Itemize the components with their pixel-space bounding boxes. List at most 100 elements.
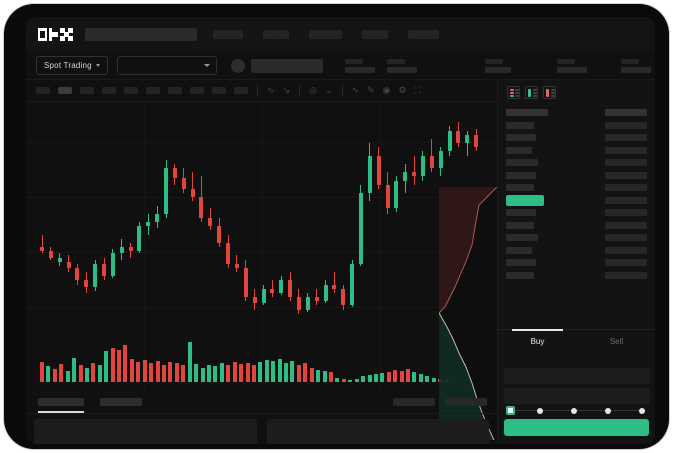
orderbook[interactable] [498, 104, 655, 280]
timeframe-15m[interactable] [80, 87, 94, 94]
chart-type-icon[interactable]: ↘ [282, 85, 291, 95]
orderbook-view-asks-icon[interactable] [543, 86, 556, 99]
pill-export[interactable] [445, 397, 487, 406]
tab-open-orders[interactable] [38, 397, 84, 413]
market-mode-selector[interactable]: Spot Trading [36, 56, 108, 75]
chevron-down-icon [203, 64, 210, 67]
volume-bar [142, 359, 147, 382]
slider-step-50[interactable] [571, 407, 577, 414]
orderbook-bid-row[interactable] [506, 258, 647, 267]
orderbook-view-modes [498, 80, 655, 104]
orderbook-view-both-icon[interactable] [507, 86, 520, 99]
nav-item-markets[interactable] [213, 30, 243, 39]
tab-sell[interactable]: Sell [609, 337, 624, 346]
slider-step-75[interactable] [605, 407, 611, 414]
volume-bar [348, 379, 353, 382]
stat-last-price [344, 58, 375, 73]
slider-step-100[interactable] [639, 407, 645, 414]
orderbook-size [605, 146, 647, 154]
chevron-down-icon [95, 64, 100, 67]
volume-bar [406, 368, 411, 382]
orderbook-size [605, 246, 647, 254]
slider-handle[interactable] [506, 406, 515, 415]
volume-bar [271, 360, 276, 382]
place-buy-order-button[interactable] [504, 419, 649, 436]
orderbook-ask-row[interactable] [506, 121, 647, 130]
settings-chevron-icon[interactable]: ⌄ [324, 85, 333, 95]
drawing-pencil-icon[interactable]: ✎ [367, 85, 375, 95]
volume-bar [52, 368, 57, 382]
timeframe-1d[interactable] [168, 87, 182, 94]
orderbook-ask-row[interactable] [506, 158, 647, 167]
global-search-input[interactable] [85, 28, 197, 41]
volume-bar [322, 370, 327, 382]
price-chart[interactable] [26, 102, 497, 440]
volume-bar [284, 363, 289, 382]
chart-toolbar: ∿ ↘ ◎ ⌄ ∿ ✎ ◉ ⚙ ⛶ [26, 80, 497, 102]
pill-filter[interactable] [393, 397, 435, 406]
timeframe-more[interactable] [234, 87, 248, 94]
orderbook-price [506, 134, 536, 141]
orderbook-bid-row[interactable] [506, 271, 647, 280]
line-chart-icon[interactable]: ∿ [351, 85, 360, 95]
orderbook-price [506, 159, 538, 166]
orderbook-ask-row[interactable] [506, 133, 647, 142]
tab-buy[interactable]: Buy [498, 329, 577, 352]
orderbook-bid-row[interactable] [506, 246, 647, 255]
gear-icon[interactable]: ⚙ [398, 85, 407, 95]
orders-panel-left[interactable] [34, 419, 257, 444]
okx-logo[interactable] [38, 28, 73, 41]
nav-item-earn[interactable] [309, 30, 342, 39]
volume-bar [245, 363, 250, 382]
slider-step-25[interactable] [537, 407, 543, 414]
orderbook-price [506, 246, 532, 254]
timeframe-1m[interactable] [36, 87, 50, 94]
nav-item-wallet[interactable] [362, 30, 388, 39]
fullscreen-icon[interactable]: ⛶ [414, 85, 421, 95]
stat-24h-high [484, 58, 511, 73]
orderbook-view-bids-icon[interactable] [525, 86, 538, 99]
orderbook-and-form-panel: Buy Sell [497, 80, 655, 444]
timeframe-4h[interactable] [146, 87, 160, 94]
orderbook-bid-row[interactable] [506, 208, 647, 217]
orderbook-ask-row[interactable] [506, 183, 647, 192]
orderbook-price [506, 259, 536, 266]
timeframe-30m[interactable] [102, 87, 116, 94]
timeframe-1mo[interactable] [212, 87, 226, 94]
amount-percent-slider[interactable] [506, 406, 649, 416]
volume-bar [213, 366, 218, 382]
timeframe-1h[interactable] [124, 87, 138, 94]
indicator-icon[interactable]: ∿ [267, 85, 275, 95]
volume-bar [72, 357, 77, 382]
timeframe-5m[interactable] [58, 87, 72, 94]
volume-bar [425, 376, 430, 382]
app-screen: Spot Trading [26, 17, 655, 444]
amount-field[interactable] [504, 388, 650, 404]
volume-bar [78, 365, 83, 382]
orders-panel-right[interactable] [266, 419, 489, 444]
orderbook-ask-row[interactable] [506, 171, 647, 180]
volume-bar [264, 359, 269, 382]
tab-order-history[interactable] [100, 397, 142, 406]
compare-icon[interactable]: ◎ [309, 85, 317, 95]
camera-icon[interactable]: ◉ [382, 85, 391, 95]
nav-item-trade[interactable] [263, 30, 289, 39]
device-bezel: Spot Trading [4, 4, 669, 449]
orderbook-bid-row[interactable] [506, 233, 647, 242]
volume-bar [40, 362, 44, 382]
price-field[interactable] [504, 368, 650, 384]
orderbook-header [506, 108, 647, 117]
volume-bar [386, 372, 391, 382]
trading-pair-selector[interactable] [116, 56, 217, 75]
timeframe-1w[interactable] [190, 87, 204, 94]
volume-bar [187, 342, 192, 382]
volume-bar [226, 365, 231, 382]
orderbook-ask-row[interactable] [506, 146, 647, 155]
volume-bar [335, 377, 340, 382]
orderbook-bid-row[interactable] [506, 221, 647, 230]
volume-bar [444, 379, 449, 382]
nav-item-more[interactable] [408, 30, 439, 39]
volume-bar [136, 362, 141, 382]
orderbook-price [506, 234, 538, 241]
top-navigation-bar [26, 17, 655, 52]
